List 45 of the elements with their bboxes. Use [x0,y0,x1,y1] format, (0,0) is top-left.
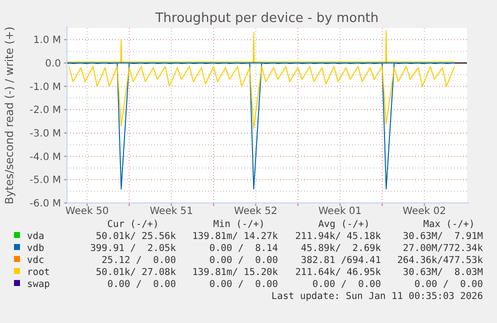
legend-label: root [27,267,50,278]
y-tick-label: -3.0 M [30,128,61,140]
text: Last update: Sun Jan 11 00:35:03 2026 [271,291,484,302]
text: 50.01k/ 25.56k [96,231,176,242]
text: 0.00 / 0.00 [312,279,382,290]
text: 211.64k/ 46.95k [295,267,382,278]
text: 25.12 / 0.00 [102,255,176,266]
text: 45.89k/ 2.69k [300,243,382,254]
legend-label: vdc [27,255,44,266]
text: 50.01k/ 27.08k [96,267,176,278]
legend-label: vdb [27,243,44,254]
x-tick-label: Week 02 [402,206,446,217]
text: Min (-/+) [213,219,265,230]
y-tick-label: 0.0 [45,58,61,70]
text: 30.63M/ 8.03M [402,267,484,278]
text: Max (-/+) [423,219,475,230]
text: 264.36k/477.53k [397,255,484,266]
text: 0.00 / 8.14 [209,243,278,254]
text: 211.94k/ 45.18k [295,231,382,242]
text: 382.81 /694.41 [300,255,382,266]
y-tick-label: -6.0 M [30,198,61,210]
y-axis-title: Bytes/second read (-) / write (+) [3,26,16,204]
x-tick-label: Week 01 [318,206,362,217]
x-tick-label: Week 51 [150,206,194,217]
x-tick-label: Week 52 [234,206,278,217]
text: Cur (-/+) [107,219,159,230]
y-tick-label: -5.0 M [30,175,61,186]
legend-label: swap [27,279,50,290]
y-tick-label: -2.0 M [30,105,61,116]
y-tick-label: -1.0 M [30,82,61,93]
y-tick-label: 1.0 M [33,35,61,46]
text: 0.00 / 0.00 [209,255,278,266]
text: 139.81m/ 15.20k [192,267,278,278]
text: 30.63M/ 7.91M [402,231,484,242]
x-tick-label: Week 50 [65,206,109,217]
text: 0.00 / 0.00 [107,279,176,290]
text: 27.00M/772.34k [402,243,484,254]
text: 0.00 / 0.00 [209,279,278,290]
legend-label: vda [27,231,44,242]
chart-title: Throughput per device - by month [154,11,379,26]
y-tick-label: -4.0 M [30,152,61,163]
text: 139.81m/ 14.27k [192,231,278,242]
text: 0.00 / 0.00 [414,279,484,290]
text: 399.91 / 2.05k [90,243,176,254]
text: Avg (-/+) [318,219,370,230]
